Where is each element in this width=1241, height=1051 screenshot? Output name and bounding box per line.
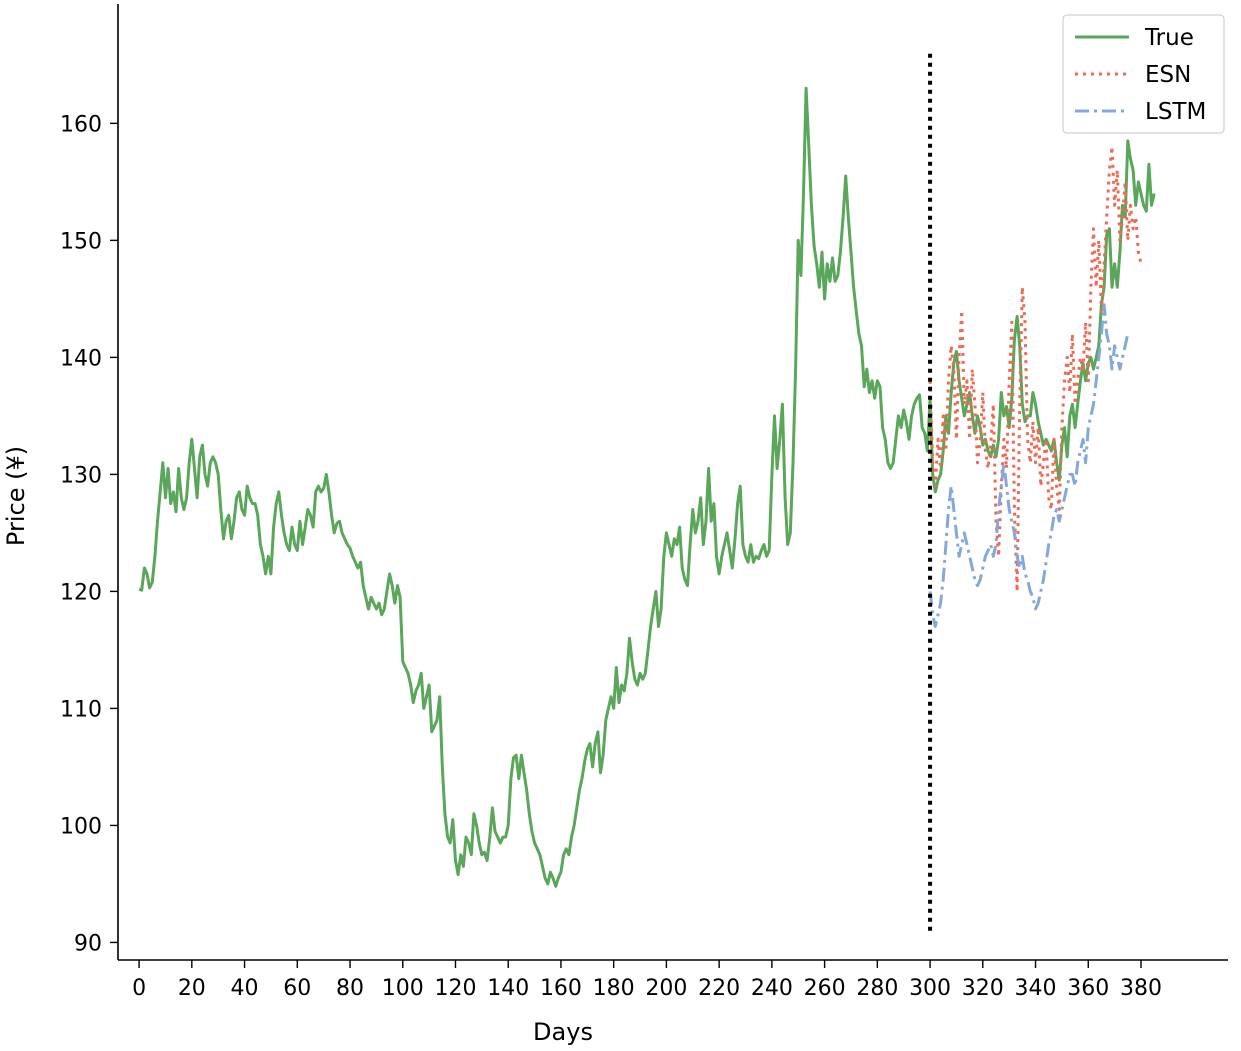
series-line-lstm: [928, 303, 1130, 628]
y-axis-label: Price (¥): [2, 446, 30, 546]
y-tick-label: 160: [60, 112, 102, 137]
x-tick-label: 60: [283, 976, 311, 1001]
x-tick-label: 200: [645, 976, 687, 1001]
x-tick-label: 360: [1067, 976, 1109, 1001]
axes: 0 20 40 60 80 100 120 140 160 180 200 220 240 260 280 3…: [60, 4, 1228, 1001]
x-tick-label: 380: [1120, 976, 1162, 1001]
y-tick-label: 140: [60, 346, 102, 371]
legend-label-true: True: [1144, 25, 1194, 51]
y-tick-label: 100: [60, 814, 102, 839]
y-tick-label: 110: [60, 697, 102, 722]
x-tick-label: 320: [962, 976, 1004, 1001]
x-tick-label: 120: [434, 976, 476, 1001]
y-tick-label: 90: [74, 931, 102, 956]
x-tick-label: 340: [1015, 976, 1057, 1001]
legend-label-lstm: LSTM: [1145, 99, 1206, 125]
series-line-true: [138, 86, 1156, 888]
x-tick-label: 220: [698, 976, 740, 1001]
x-tick-label: 240: [751, 976, 793, 1001]
x-tick-label: 180: [593, 976, 635, 1001]
x-tick-label: 0: [132, 976, 146, 1001]
x-tick-label: 160: [540, 976, 582, 1001]
y-tick-label: 150: [60, 229, 102, 254]
x-tick-label: 280: [856, 976, 898, 1001]
x-tick-label: 80: [336, 976, 364, 1001]
legend-label-esn: ESN: [1145, 62, 1191, 88]
x-tick-label: 20: [178, 976, 206, 1001]
x-tick-label: 300: [909, 976, 951, 1001]
x-axis-label: Days: [533, 1018, 593, 1046]
series-group: [138, 86, 1156, 888]
x-tick-label: 100: [382, 976, 424, 1001]
x-tick-label: 260: [804, 976, 846, 1001]
y-tick-label: 120: [60, 580, 102, 605]
series-line-esn: [928, 145, 1143, 593]
x-tick-label: 40: [231, 976, 259, 1001]
x-tick-label: 140: [487, 976, 529, 1001]
legend-box: [1062, 14, 1225, 134]
legend: True ESN LSTM: [1062, 14, 1225, 134]
y-tick-label: 130: [60, 463, 102, 488]
